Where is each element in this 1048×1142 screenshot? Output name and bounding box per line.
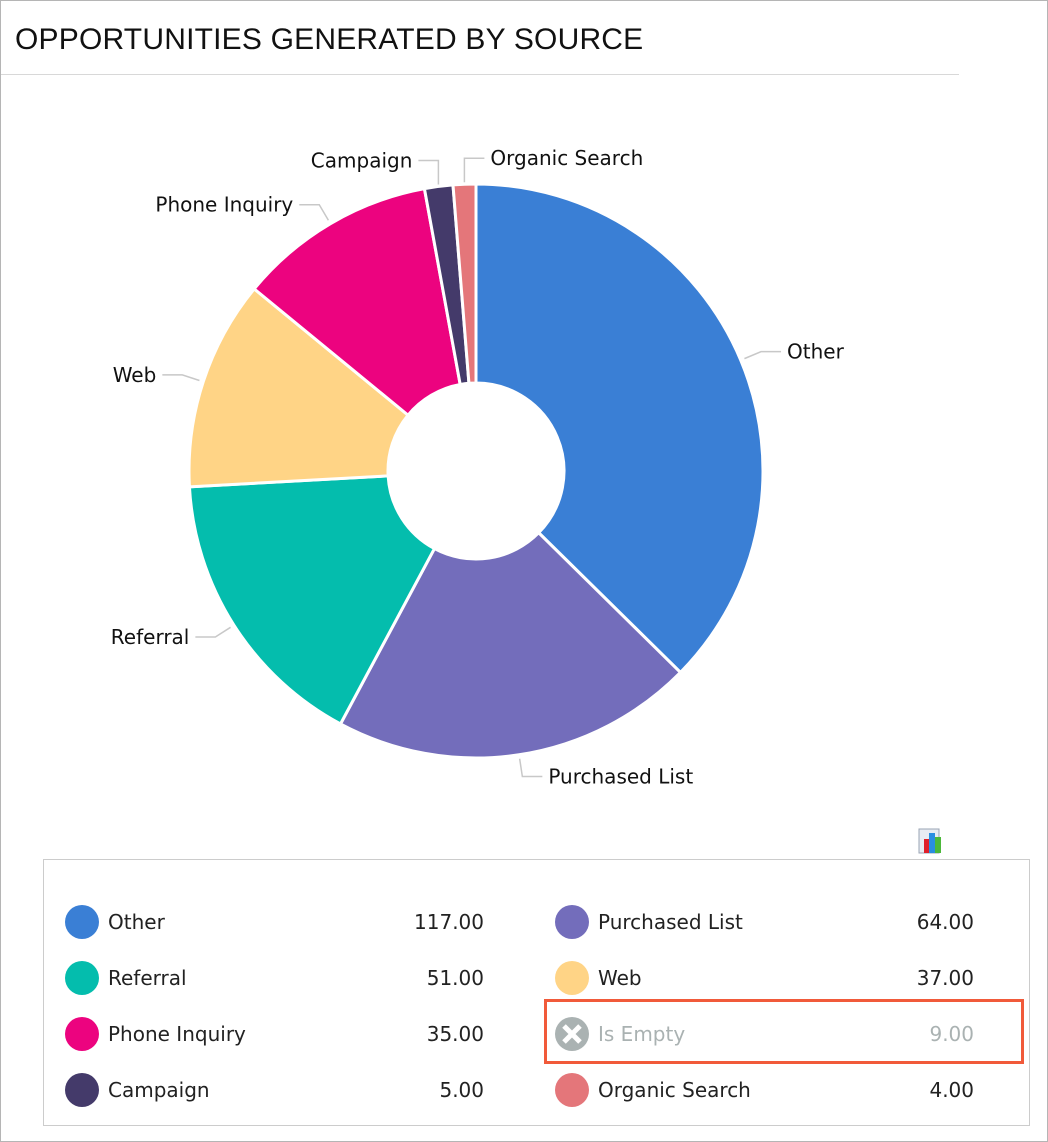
slice-purchased-list[interactable] (338, 530, 683, 760)
highlight-box (544, 999, 1024, 1064)
slice-label: Other (787, 340, 845, 364)
slice-label: Web (113, 363, 157, 387)
slice-other[interactable] (474, 182, 765, 675)
legend-item[interactable]: Organic Search 4.00 (534, 1070, 974, 1110)
legend-item[interactable]: Phone Inquiry 35.00 (44, 1014, 484, 1054)
legend-label: Referral (108, 966, 187, 990)
legend-label: Purchased List (598, 910, 743, 934)
legend-label: Web (598, 966, 642, 990)
legend-value: 5.00 (439, 1078, 484, 1102)
slice-referral[interactable] (187, 474, 437, 727)
donut-chart: Other Purchased List Referral Web Phone Inqu… (111, 146, 845, 789)
slice-label: Phone Inquiry (155, 193, 293, 217)
chart-type-icon[interactable] (917, 827, 947, 855)
legend-label: Campaign (108, 1078, 210, 1102)
divider (1, 74, 959, 75)
legend-value: 9.00 (929, 1022, 974, 1046)
legend-swatch (65, 1017, 99, 1051)
page-title: OPPORTUNITIES GENERATED BY SOURCE (15, 23, 644, 56)
legend-value: 4.00 (929, 1078, 974, 1102)
legend-value: 37.00 (916, 966, 974, 990)
legend-swatch (555, 1073, 589, 1107)
leader-line (518, 758, 543, 778)
legend-swatch (65, 961, 99, 995)
legend-value: 35.00 (426, 1022, 484, 1046)
legend-value: 117.00 (414, 910, 484, 934)
legend-label: Is Empty (598, 1022, 686, 1046)
leader-line (195, 626, 231, 638)
legend: Other 117.00 Purchased List 64.00 Referral 51… (43, 859, 1030, 1126)
legend-label: Phone Inquiry (108, 1022, 246, 1046)
legend-item[interactable]: Is Empty 9.00 (534, 1014, 974, 1054)
legend-item[interactable]: Referral 51.00 (44, 958, 484, 998)
legend-item[interactable]: Campaign 5.00 (44, 1070, 484, 1110)
legend-item[interactable]: Other 117.00 (44, 902, 484, 942)
legend-item[interactable]: Purchased List 64.00 (534, 902, 974, 942)
leader-line (162, 374, 200, 382)
legend-value: 64.00 (916, 910, 974, 934)
legend-swatch (555, 905, 589, 939)
slice-label: Purchased List (548, 765, 693, 789)
legend-item[interactable]: Web 37.00 (534, 958, 974, 998)
slice-organic-search[interactable] (451, 182, 478, 385)
slice-label: Organic Search (490, 146, 643, 170)
legend-label: Organic Search (598, 1078, 751, 1102)
leader-line (418, 159, 440, 185)
excluded-x-icon (555, 1017, 589, 1051)
legend-swatch (65, 905, 99, 939)
leader-line (744, 350, 782, 360)
legend-swatch (555, 961, 589, 995)
slice-label: Referral (111, 625, 190, 649)
legend-label: Other (108, 910, 165, 934)
leader-line (463, 157, 485, 183)
slice-label: Campaign (311, 148, 413, 172)
leader-line (299, 203, 330, 221)
legend-value: 51.00 (426, 966, 484, 990)
slice-web[interactable] (187, 286, 411, 489)
slice-phone-inquiry[interactable] (252, 186, 462, 418)
legend-swatch (65, 1073, 99, 1107)
